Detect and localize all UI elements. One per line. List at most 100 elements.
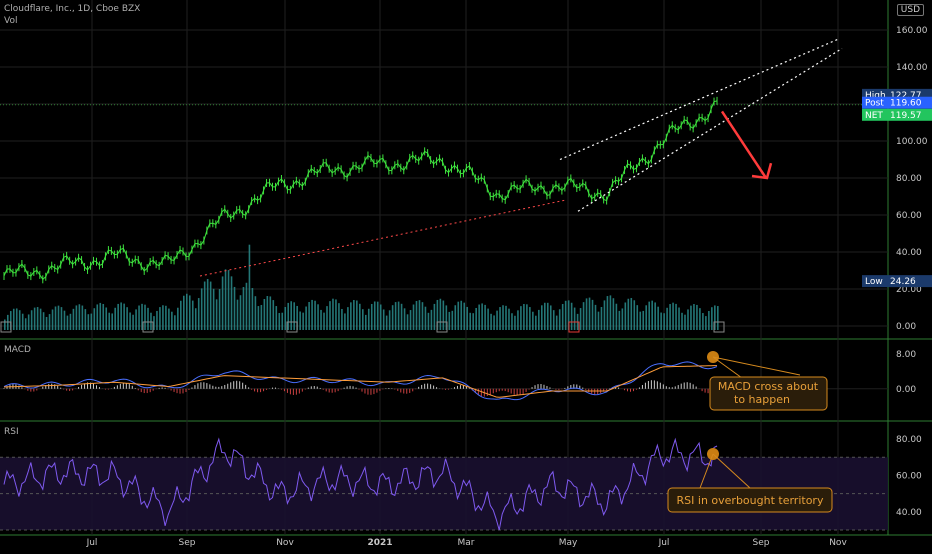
macd-note-pointer: [712, 356, 743, 379]
volume-bar: [335, 299, 337, 330]
volume-bar: [281, 312, 284, 330]
volume-bar: [168, 308, 170, 330]
volume-bar: [290, 301, 292, 330]
volume-bar: [373, 301, 376, 330]
volume-bar: [705, 316, 707, 330]
volume-bar: [585, 298, 588, 330]
volume-bar: [117, 303, 119, 330]
volume-bar: [15, 308, 18, 330]
volume-bar: [448, 311, 451, 330]
volume-bar: [648, 301, 650, 330]
volume-bar: [90, 313, 93, 330]
volume-bar: [672, 302, 674, 330]
volume-bar: [549, 305, 552, 330]
volume-bar: [66, 315, 69, 330]
rsi-note-box: [667, 487, 833, 513]
volume-bar: [645, 305, 648, 330]
volume-bar: [102, 303, 105, 330]
volume-bar: [627, 298, 630, 330]
volume-bar: [370, 303, 373, 330]
volume-bar: [543, 302, 546, 330]
volume-bar: [684, 314, 686, 330]
volume-bar: [230, 276, 233, 330]
currency-button[interactable]: USD: [896, 4, 924, 16]
volume-bar: [364, 314, 367, 330]
volume-bar: [406, 314, 409, 330]
volume-bar: [612, 298, 615, 330]
macd-title: MACD: [4, 345, 31, 355]
volume-bar: [84, 309, 87, 330]
volume-bar: [141, 303, 143, 330]
volume-bar: [714, 305, 716, 330]
high-label-name: High: [865, 91, 886, 101]
volume-bar: [490, 313, 492, 330]
volume-bar: [185, 293, 188, 330]
time-axis-label: 2021: [367, 538, 392, 548]
volume-bar: [263, 299, 266, 330]
volume-bar: [403, 308, 406, 330]
post-label-name: Post: [865, 99, 884, 109]
volume-bar: [350, 302, 352, 330]
volume-bar: [385, 315, 388, 330]
volume-bar: [615, 303, 618, 330]
volume-bar: [159, 307, 161, 330]
earnings-marker: [0, 321, 12, 333]
volume-bar: [478, 304, 480, 330]
volume-bar: [78, 304, 81, 330]
volume-bar: [511, 313, 513, 330]
volume-bar: [54, 306, 57, 330]
volume-bar: [212, 288, 215, 330]
volume-bar: [639, 311, 642, 330]
volume-bar: [424, 306, 427, 330]
volume-bar: [215, 299, 218, 330]
volume-bar: [421, 302, 424, 330]
volume-bar: [188, 295, 191, 330]
volume-bar: [57, 305, 60, 330]
volume-bar: [9, 311, 12, 330]
volume-bar: [391, 305, 394, 330]
price-tick-label: 140.00: [896, 63, 928, 73]
volume-bar: [546, 302, 549, 330]
volume-bar: [660, 312, 662, 330]
volume-bar: [81, 305, 84, 330]
volume-bar: [114, 307, 116, 330]
macd-note-text: to happen: [734, 393, 790, 406]
volume-bar: [326, 306, 328, 330]
post-label-value-bg: [886, 96, 932, 109]
volume-bar: [496, 310, 498, 330]
wedge-lower-line: [577, 47, 843, 212]
time-axis-label: Jul: [658, 538, 670, 548]
volume-bar: [597, 311, 600, 330]
volume-bar: [200, 288, 203, 330]
volume-bar: [618, 310, 621, 330]
volume-bar: [591, 299, 594, 330]
volume-bar: [36, 307, 39, 330]
rsi-tick: 80.00: [896, 435, 922, 445]
volume-bar: [460, 300, 463, 330]
volume-bar: [675, 303, 677, 330]
volume-bar: [603, 300, 606, 330]
net-label-value: 119.57: [890, 111, 922, 121]
volume-bar: [275, 306, 278, 330]
volume-bar: [564, 300, 567, 330]
volume-bar: [239, 295, 242, 330]
volume-bar: [353, 299, 355, 330]
volume-bar: [573, 307, 576, 330]
volume-bar: [42, 312, 45, 330]
volume-bar: [180, 300, 182, 330]
volume-bar: [45, 316, 48, 330]
volume-bar: [367, 308, 370, 330]
rsi-tick: 40.00: [896, 508, 922, 518]
volume-bar: [51, 309, 54, 330]
volume-bar: [75, 305, 78, 330]
volume-bar: [711, 307, 713, 330]
volume-bar: [33, 307, 36, 330]
low-label-name: Low: [865, 277, 883, 287]
volume-bar: [21, 313, 24, 330]
volume-bar: [233, 286, 236, 330]
volume-bar: [203, 281, 206, 330]
support-trendline: [199, 199, 566, 277]
post-label-value: 119.60: [890, 99, 922, 109]
